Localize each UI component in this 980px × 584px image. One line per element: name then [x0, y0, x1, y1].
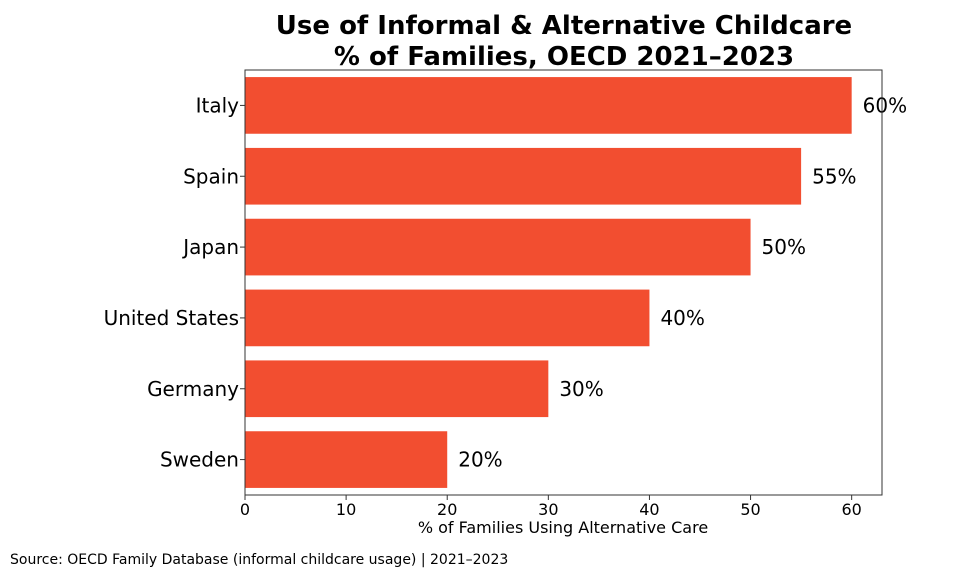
data-label: 30% [559, 377, 603, 401]
chart-title-line-1: Use of Informal & Alternative Childcare [276, 11, 852, 41]
data-label: 40% [660, 306, 704, 330]
bar-sweden [245, 431, 448, 488]
data-label: 50% [762, 235, 806, 259]
data-label: 55% [812, 164, 856, 188]
x-tick-label: 10 [336, 500, 356, 519]
y-tick-label: Spain [183, 164, 239, 188]
bar-japan [245, 218, 751, 276]
y-tick-label: Sweden [160, 448, 239, 472]
bar-united-states [245, 289, 650, 347]
x-tick-label: 60 [841, 500, 861, 519]
x-tick-label: 40 [639, 500, 659, 519]
y-tick-label: United States [104, 306, 239, 330]
x-tick-label: 0 [240, 500, 250, 519]
data-label: 20% [458, 448, 502, 472]
y-tick-label: Germany [147, 377, 239, 401]
y-tick-label: Italy [196, 93, 240, 117]
bar-spain [245, 147, 802, 205]
bar-italy [245, 77, 852, 134]
data-label: 60% [863, 93, 907, 117]
plot-area-frame [244, 69, 883, 496]
chart-title-line-2: % of Families, OECD 2021–2023 [334, 42, 794, 72]
source-note: Source: OECD Family Database (informal c… [10, 552, 509, 568]
bar-germany [245, 360, 549, 418]
x-tick-label: 50 [740, 500, 760, 519]
x-axis-label: % of Families Using Alternative Care [418, 518, 708, 537]
x-tick-label: 30 [538, 500, 558, 519]
y-tick-label: Japan [181, 235, 239, 259]
x-tick-label: 20 [437, 500, 457, 519]
